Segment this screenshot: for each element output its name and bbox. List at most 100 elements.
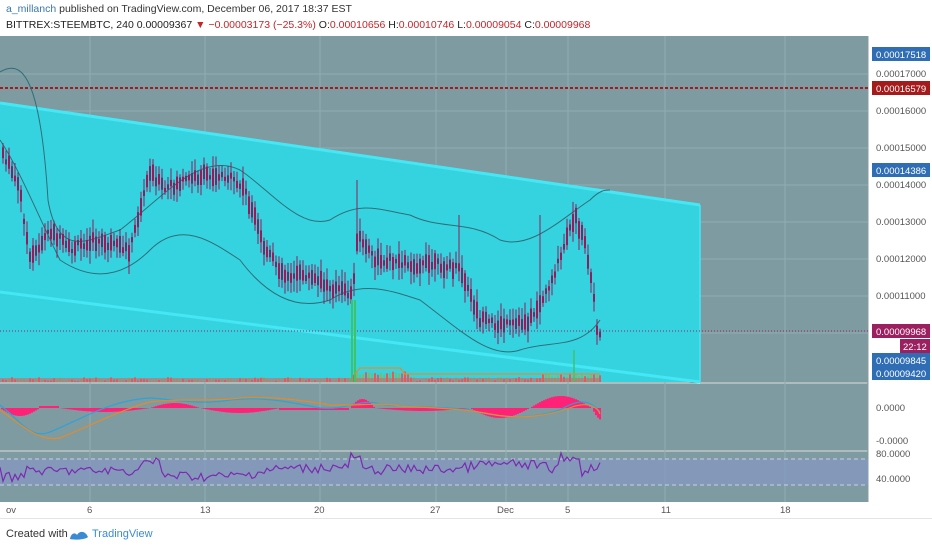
candle-body [191, 173, 193, 183]
macd-hist-bar [395, 408, 397, 410]
macd-hist-bar [279, 408, 281, 410]
macd-hist-bar [497, 408, 499, 418]
candle-body [32, 245, 34, 262]
macd-hist-bar [79, 408, 81, 411]
candle-body [455, 263, 457, 269]
candle-body [113, 241, 115, 246]
macd-hist-bar [227, 408, 229, 413]
candle-body [161, 178, 163, 190]
macd-hist-bar [541, 401, 543, 408]
candle-body [83, 243, 85, 249]
rsi-tick: 80.0000 [876, 449, 910, 460]
time-tick: 6 [87, 505, 92, 516]
candle-body [428, 255, 430, 273]
candle-body [119, 236, 121, 253]
badge-countdown-text: 22:12 [903, 342, 927, 353]
candle-body [524, 314, 526, 329]
macd-hist-bar [47, 406, 49, 408]
candle-body [416, 263, 418, 273]
candle-body [8, 156, 10, 169]
candle-body [389, 253, 391, 261]
candle-body [50, 229, 52, 239]
candle-body [386, 258, 388, 269]
macd-hist-bar [163, 404, 165, 408]
macd-hist-bar [515, 408, 517, 415]
macd-hist-bar [205, 408, 207, 409]
candle-body [158, 174, 160, 185]
candle-body [584, 236, 586, 248]
macd-hist-bar [489, 408, 491, 417]
candle-body [62, 234, 64, 245]
macd-hist-bar [191, 406, 193, 408]
candle-body [536, 301, 538, 319]
candle-body [209, 175, 211, 179]
candle-body [491, 318, 493, 324]
price-tick: 0.00013000 [876, 217, 926, 228]
candle-body [485, 312, 487, 324]
macd-hist-bar [167, 404, 169, 409]
macd-hist-bar [197, 407, 199, 408]
author-link[interactable]: a_millanch [6, 3, 56, 15]
candle-body [329, 286, 331, 291]
badge-resistance-text: 0.00016579 [876, 84, 926, 95]
candle-body [419, 259, 421, 274]
candle-body [569, 224, 571, 230]
tradingview-logo-icon[interactable] [69, 529, 89, 541]
macd-hist-bar [119, 408, 121, 412]
candle-body [317, 276, 319, 285]
macd-hist-bar [513, 408, 515, 415]
candle-body [89, 236, 91, 251]
candle-body [257, 219, 259, 234]
macd-hist-bar [551, 397, 553, 408]
badge-last-price-text: 0.00009968 [876, 327, 926, 338]
macd-hist-bar [285, 408, 287, 410]
price-chart[interactable]: 0.00017000 0.00016000 0.00015000 0.00014… [0, 36, 932, 518]
macd-hist-bar [45, 406, 47, 408]
macd-hist-bar [113, 408, 115, 412]
candle-body [299, 265, 301, 280]
symbol-label[interactable]: BITTREX:STEEMBTC, 240 [6, 19, 134, 31]
macd-hist-bar [41, 406, 43, 408]
tradingview-link[interactable]: TradingView [92, 528, 153, 540]
candle-body [5, 159, 7, 164]
candle-body [305, 275, 307, 281]
macd-hist-bar [37, 408, 39, 409]
macd-hist-bar [397, 408, 399, 410]
time-axis[interactable] [0, 502, 932, 518]
candle-body [452, 262, 454, 279]
macd-hist-bar [339, 408, 341, 410]
footer: Created with TradingView [0, 518, 932, 551]
macd-hist-bar [487, 408, 489, 416]
candle-body [527, 317, 529, 332]
price-tick: 0.00017000 [876, 69, 926, 80]
candle-body [512, 320, 514, 326]
macd-hist-bar [239, 408, 241, 413]
macd-pane[interactable] [0, 384, 868, 450]
candle-body [482, 311, 484, 322]
macd-hist-bar [423, 408, 425, 411]
macd-hist-bar [531, 407, 533, 408]
candle-body [53, 224, 55, 241]
macd-hist-bar [371, 405, 373, 408]
chart-area[interactable]: 0.00017000 0.00016000 0.00015000 0.00014… [0, 36, 932, 518]
candle-body [122, 247, 124, 253]
candle-body [71, 249, 73, 253]
low-label: L: [457, 19, 466, 31]
candle-body [290, 273, 292, 283]
macd-hist-bar [75, 408, 77, 410]
open-value: 0.00010656 [330, 19, 385, 31]
candle-body [239, 184, 241, 189]
macd-hist-bar [511, 408, 513, 416]
macd-hist-bar [553, 397, 555, 408]
macd-hist-bar [301, 408, 303, 410]
macd-hist-bar [295, 408, 297, 410]
macd-hist-bar [143, 408, 145, 409]
macd-hist-bar [71, 408, 73, 410]
macd-hist-bar [297, 408, 299, 410]
macd-hist-bar [207, 408, 209, 410]
candle-body [176, 177, 178, 190]
candle-body [479, 318, 481, 327]
down-arrow-icon: ▼ [195, 19, 205, 31]
candle-body [44, 233, 46, 240]
macd-hist-bar [337, 408, 339, 410]
